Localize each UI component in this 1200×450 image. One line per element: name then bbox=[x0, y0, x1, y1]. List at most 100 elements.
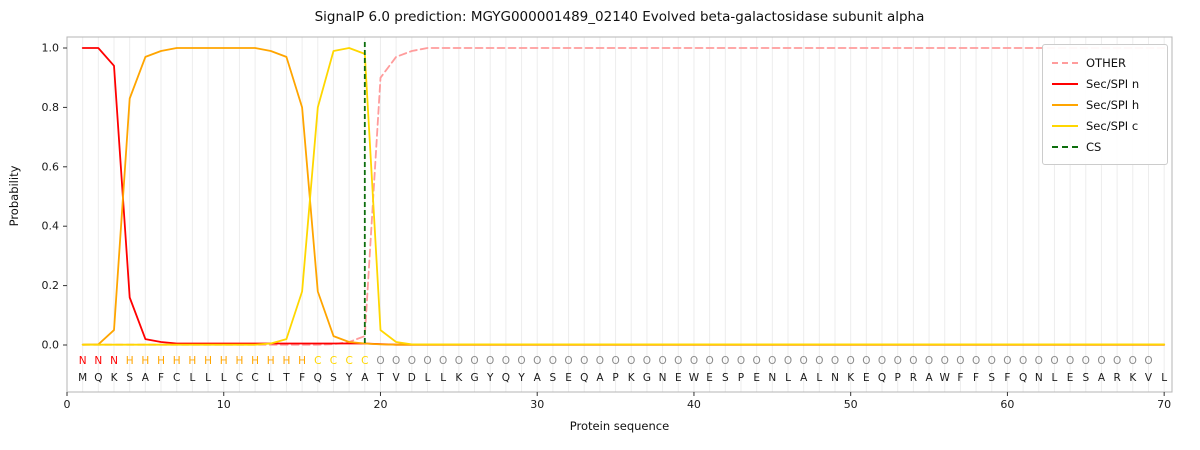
sequence-letter: A bbox=[142, 372, 150, 384]
sequence-letter: Q bbox=[580, 372, 588, 384]
sequence-letter: L bbox=[425, 372, 431, 384]
plot-background bbox=[67, 37, 1172, 392]
sequence-letter: Y bbox=[345, 372, 353, 384]
region-letter: O bbox=[1113, 355, 1121, 367]
legend-line-other bbox=[1052, 61, 1078, 64]
legend-line-cs bbox=[1052, 145, 1078, 148]
sequence-letter: E bbox=[1067, 372, 1074, 384]
legend-label-other: OTHER bbox=[1086, 55, 1126, 70]
chart-title: SignalP 6.0 prediction: MGYG000001489_02… bbox=[314, 9, 925, 25]
sequence-letter: V bbox=[1145, 372, 1153, 384]
x-tick-label: 0 bbox=[64, 398, 71, 411]
sequence-letter: L bbox=[221, 372, 227, 384]
sequence-letter: M bbox=[78, 372, 87, 384]
region-letter: O bbox=[941, 355, 949, 367]
y-tick-label: 1.0 bbox=[42, 42, 60, 55]
region-letter: O bbox=[784, 355, 792, 367]
sequence-letter: W bbox=[940, 372, 951, 384]
sequence-letter: A bbox=[361, 372, 369, 384]
legend-item-sec-spi-h: Sec/SPI h bbox=[1052, 94, 1158, 115]
sequence-letter: S bbox=[1082, 372, 1089, 384]
sequence-letter: E bbox=[863, 372, 870, 384]
region-letter: O bbox=[721, 355, 729, 367]
region-letter: C bbox=[345, 355, 352, 367]
x-tick-label: 20 bbox=[373, 398, 387, 411]
sequence-letter: K bbox=[847, 372, 855, 384]
region-letter: O bbox=[831, 355, 839, 367]
sequence-letter: F bbox=[973, 372, 979, 384]
region-letter: O bbox=[455, 355, 463, 367]
legend-label-cs: CS bbox=[1086, 139, 1102, 154]
sequence-letter: A bbox=[925, 372, 933, 384]
region-letter: O bbox=[1035, 355, 1043, 367]
sequence-letter: W bbox=[689, 372, 700, 384]
sequence-letter: A bbox=[1098, 372, 1106, 384]
legend-label-sec-spi-c: Sec/SPI c bbox=[1086, 118, 1139, 133]
region-letter: O bbox=[549, 355, 557, 367]
x-tick-label: 70 bbox=[1157, 398, 1171, 411]
region-letter: O bbox=[1066, 355, 1074, 367]
sequence-letter: N bbox=[1035, 372, 1043, 384]
sequence-letter: S bbox=[330, 372, 337, 384]
region-letter: O bbox=[596, 355, 604, 367]
sequence-letter: L bbox=[1161, 372, 1167, 384]
region-letter: O bbox=[580, 355, 588, 367]
sequence-letter: N bbox=[831, 372, 839, 384]
region-letter: O bbox=[1129, 355, 1137, 367]
region-letter: H bbox=[188, 355, 196, 367]
region-letter: O bbox=[925, 355, 933, 367]
region-letter: O bbox=[909, 355, 917, 367]
y-tick-label: 0.2 bbox=[42, 279, 60, 292]
sequence-letter: A bbox=[534, 372, 542, 384]
sequence-letter: Y bbox=[517, 372, 525, 384]
region-letter: O bbox=[470, 355, 478, 367]
sequence-letter: D bbox=[408, 372, 416, 384]
region-letter: O bbox=[486, 355, 494, 367]
sequence-letter: E bbox=[565, 372, 572, 384]
region-letter: O bbox=[956, 355, 964, 367]
region-letter: O bbox=[502, 355, 510, 367]
sequence-letter: E bbox=[706, 372, 713, 384]
sequence-letter: T bbox=[376, 372, 384, 384]
region-letter: O bbox=[972, 355, 980, 367]
region-letter: H bbox=[251, 355, 259, 367]
y-tick-label: 0.8 bbox=[42, 101, 60, 114]
sequence-letter: S bbox=[988, 372, 995, 384]
sequence-letter: C bbox=[236, 372, 243, 384]
sequence-letter: K bbox=[628, 372, 636, 384]
sequence-letter: L bbox=[816, 372, 822, 384]
region-letter: N bbox=[94, 355, 102, 367]
region-letter: C bbox=[361, 355, 368, 367]
sequence-letter: Y bbox=[486, 372, 494, 384]
region-letter: O bbox=[1050, 355, 1058, 367]
sequence-letter: Q bbox=[878, 372, 886, 384]
region-letter: H bbox=[157, 355, 165, 367]
region-letter: H bbox=[220, 355, 228, 367]
region-letter: O bbox=[674, 355, 682, 367]
sequence-letter: R bbox=[910, 372, 917, 384]
region-letter: H bbox=[298, 355, 306, 367]
region-letter: O bbox=[1003, 355, 1011, 367]
region-letter: O bbox=[894, 355, 902, 367]
region-letter: O bbox=[753, 355, 761, 367]
region-letter: H bbox=[235, 355, 243, 367]
sequence-letter: A bbox=[800, 372, 808, 384]
region-letter: H bbox=[126, 355, 134, 367]
region-letter: O bbox=[768, 355, 776, 367]
x-axis-label: Protein sequence bbox=[569, 419, 670, 433]
sequence-letter: R bbox=[1113, 372, 1120, 384]
sequence-letter: S bbox=[550, 372, 557, 384]
sequence-letter: L bbox=[785, 372, 791, 384]
sequence-letter: F bbox=[299, 372, 305, 384]
y-tick-label: 0.4 bbox=[42, 220, 60, 233]
x-tick-label: 50 bbox=[844, 398, 858, 411]
region-letter: O bbox=[533, 355, 541, 367]
sequence-letter: E bbox=[753, 372, 760, 384]
region-letter: O bbox=[705, 355, 713, 367]
region-letter: O bbox=[847, 355, 855, 367]
legend-item-sec-spi-n: Sec/SPI n bbox=[1052, 73, 1158, 94]
sequence-letter: L bbox=[268, 372, 274, 384]
legend-item-other: OTHER bbox=[1052, 52, 1158, 73]
region-letter: O bbox=[800, 355, 808, 367]
